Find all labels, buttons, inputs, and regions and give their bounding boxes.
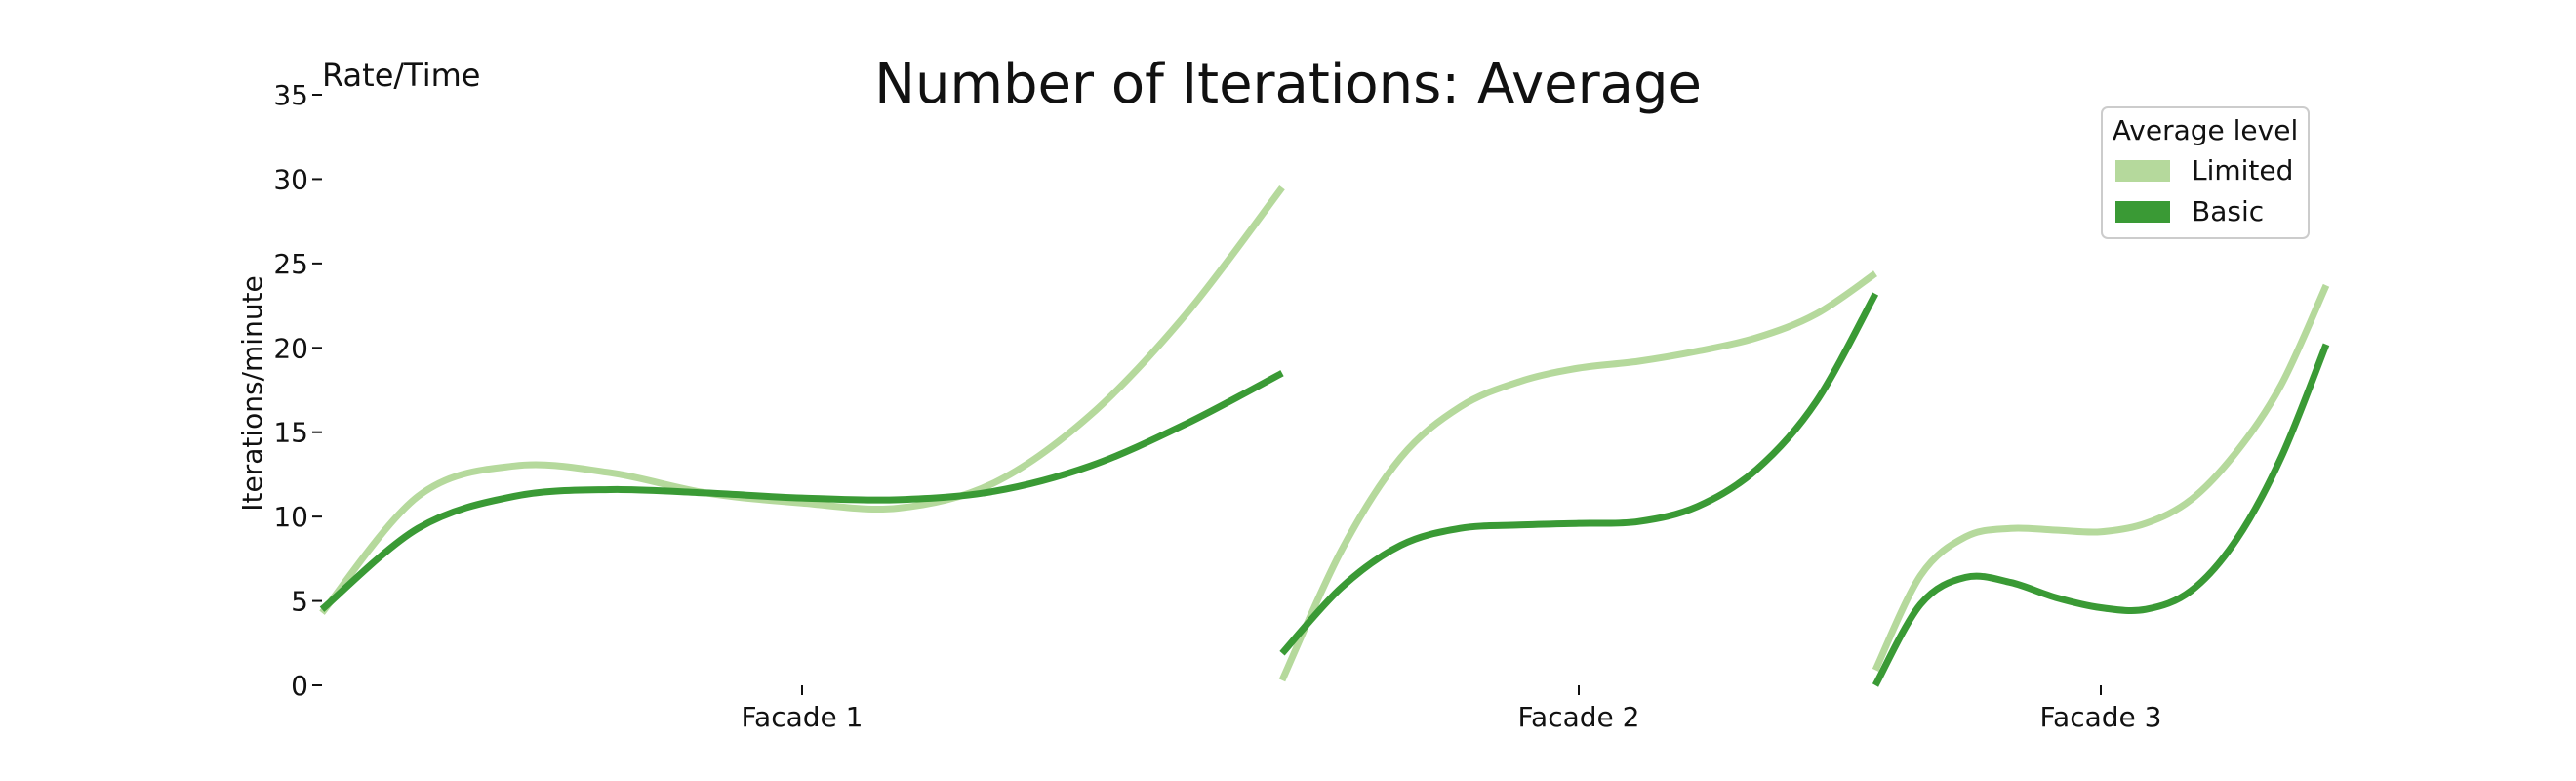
series-line-basic-panel-1 [319, 370, 1284, 612]
x-tick-label-panel-1: Facade 1 [742, 701, 864, 733]
y-tick-label-20: 20 [273, 332, 308, 364]
series-line-basic-panel-2 [1279, 292, 1879, 656]
series-line-limited-panel-3 [1872, 283, 2330, 672]
chart-title: Number of Iterations: Average [874, 53, 1702, 116]
series-line-limited-panel-1 [319, 185, 1285, 615]
legend-title: Average level [2113, 114, 2298, 146]
corner-label: Rate/Time [322, 57, 480, 94]
y-tick-label-30: 30 [273, 163, 308, 195]
y-tick-label-5: 5 [291, 586, 308, 618]
y-tick-label-0: 0 [291, 670, 308, 702]
legend: Average level Limited Basic [2101, 106, 2310, 239]
plot-area [319, 185, 2330, 687]
legend-swatch-basic [2115, 201, 2170, 223]
x-tick-label-panel-2: Facade 2 [1518, 701, 1640, 733]
legend-label-limited: Limited [2192, 154, 2293, 186]
series-line-limited-panel-2 [1278, 270, 1877, 682]
y-tick-label-15: 15 [273, 417, 308, 449]
series-line-basic-panel-3 [1872, 343, 2330, 687]
legend-label-basic: Basic [2192, 195, 2264, 227]
y-axis: 0 5 10 15 20 25 30 35 [273, 79, 322, 702]
legend-swatch-limited [2115, 160, 2170, 182]
x-tick-label-panel-3: Facade 3 [2040, 701, 2162, 733]
y-tick-label-10: 10 [273, 501, 308, 533]
y-tick-label-35: 35 [273, 79, 308, 111]
y-axis-label: Iterations/minute [236, 275, 268, 512]
y-tick-label-25: 25 [273, 248, 308, 280]
x-axis: Facade 1 Facade 2 Facade 3 [742, 685, 2162, 733]
